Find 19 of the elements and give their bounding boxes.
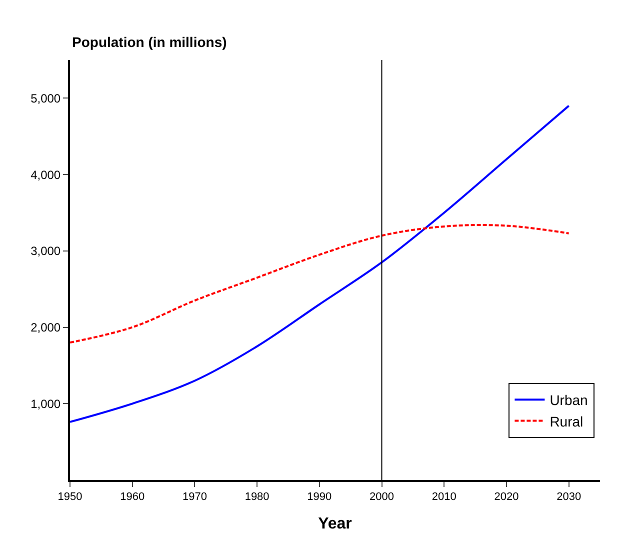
line-series [70, 224, 570, 344]
y-tick-label: 1,000 [30, 396, 61, 411]
legend-label: Urban [550, 392, 588, 408]
x-tick-label: 2020 [494, 491, 519, 504]
x-tick-label: 1960 [120, 491, 145, 504]
y-axis-title: Population (in millions) [72, 34, 227, 50]
x-tick-label: 1980 [244, 491, 270, 504]
x-tick-label: 2030 [556, 491, 582, 504]
x-tick-label: 1970 [182, 491, 207, 504]
y-tick-label: 4,000 [30, 168, 61, 182]
x-axis-title: Year [318, 515, 352, 532]
x-tick-label: 2000 [370, 491, 394, 504]
x-tick-label: 2010 [432, 491, 456, 504]
y-tick-label: 5,000 [30, 91, 61, 106]
legend-label: Rural [550, 413, 584, 430]
y-tick-label: 2,000 [30, 320, 61, 334]
y-tick-label: 3,000 [30, 244, 61, 258]
x-tick-label: 1950 [58, 491, 82, 504]
x-tick-label: 1990 [307, 491, 332, 504]
